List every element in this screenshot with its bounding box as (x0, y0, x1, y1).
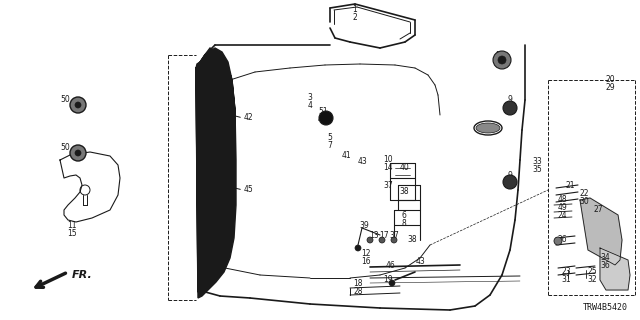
Text: 26: 26 (557, 236, 567, 244)
Circle shape (503, 101, 517, 115)
Text: 5: 5 (328, 133, 332, 142)
Text: 11: 11 (67, 220, 77, 229)
Circle shape (498, 56, 506, 64)
Text: 44: 44 (219, 226, 229, 235)
Text: 16: 16 (361, 257, 371, 266)
Text: 34: 34 (600, 253, 610, 262)
Text: 18: 18 (353, 278, 363, 287)
Text: 4: 4 (308, 101, 312, 110)
Circle shape (389, 280, 395, 286)
Text: 13: 13 (369, 231, 379, 241)
Text: 7: 7 (328, 141, 332, 150)
Text: 27: 27 (593, 205, 603, 214)
Text: 43: 43 (415, 258, 425, 267)
Text: 3: 3 (308, 93, 312, 102)
Text: 15: 15 (67, 228, 77, 237)
Circle shape (75, 102, 81, 108)
Text: 43: 43 (215, 167, 225, 177)
Circle shape (554, 237, 562, 245)
Text: 14: 14 (383, 164, 393, 172)
Text: 38: 38 (399, 188, 409, 196)
Circle shape (503, 175, 517, 189)
Text: 30: 30 (579, 196, 589, 205)
Text: 43: 43 (357, 157, 367, 166)
Text: 24: 24 (557, 212, 567, 220)
Circle shape (70, 145, 86, 161)
Text: 17: 17 (379, 231, 389, 241)
Text: 50: 50 (60, 143, 70, 153)
Polygon shape (196, 48, 236, 298)
Text: 6: 6 (401, 211, 406, 220)
Text: 29: 29 (605, 84, 615, 92)
Text: 48: 48 (557, 196, 567, 204)
Circle shape (379, 237, 385, 243)
Text: 37: 37 (389, 231, 399, 241)
Text: 37: 37 (383, 180, 393, 189)
Text: 45: 45 (243, 186, 253, 195)
Text: 33: 33 (532, 157, 542, 166)
Text: 9: 9 (508, 95, 513, 105)
Text: 8: 8 (402, 219, 406, 228)
Text: 32: 32 (587, 276, 597, 284)
Text: 1: 1 (353, 5, 357, 14)
Circle shape (493, 51, 511, 69)
Text: 47: 47 (318, 116, 328, 124)
Text: 41: 41 (341, 150, 351, 159)
Text: 40: 40 (399, 164, 409, 172)
Text: 49: 49 (557, 204, 567, 212)
Text: 50: 50 (60, 95, 70, 105)
Text: 22: 22 (579, 188, 589, 197)
Text: 36: 36 (600, 261, 610, 270)
Text: 10: 10 (383, 156, 393, 164)
Text: 23: 23 (561, 268, 571, 276)
Circle shape (319, 111, 333, 125)
Text: 35: 35 (532, 165, 542, 174)
Text: 25: 25 (587, 268, 597, 276)
Text: 12: 12 (361, 249, 371, 258)
Text: 46: 46 (385, 260, 395, 269)
Text: 51: 51 (318, 108, 328, 116)
Text: TRW4B5420: TRW4B5420 (583, 303, 628, 312)
Text: 2: 2 (353, 13, 357, 22)
Circle shape (367, 237, 373, 243)
Text: 21: 21 (565, 180, 575, 189)
Ellipse shape (476, 123, 500, 133)
Polygon shape (600, 248, 630, 290)
Circle shape (355, 245, 361, 251)
Text: 19: 19 (383, 275, 393, 284)
Text: 52: 52 (495, 51, 505, 60)
Text: 9: 9 (508, 171, 513, 180)
Polygon shape (580, 198, 622, 265)
Text: 28: 28 (353, 286, 363, 295)
Text: 42: 42 (243, 114, 253, 123)
Circle shape (70, 97, 86, 113)
Text: 20: 20 (605, 76, 615, 84)
Circle shape (75, 150, 81, 156)
Text: 38: 38 (407, 236, 417, 244)
Text: 31: 31 (561, 276, 571, 284)
Text: FR.: FR. (72, 270, 93, 280)
Text: 39: 39 (359, 221, 369, 230)
Circle shape (391, 237, 397, 243)
